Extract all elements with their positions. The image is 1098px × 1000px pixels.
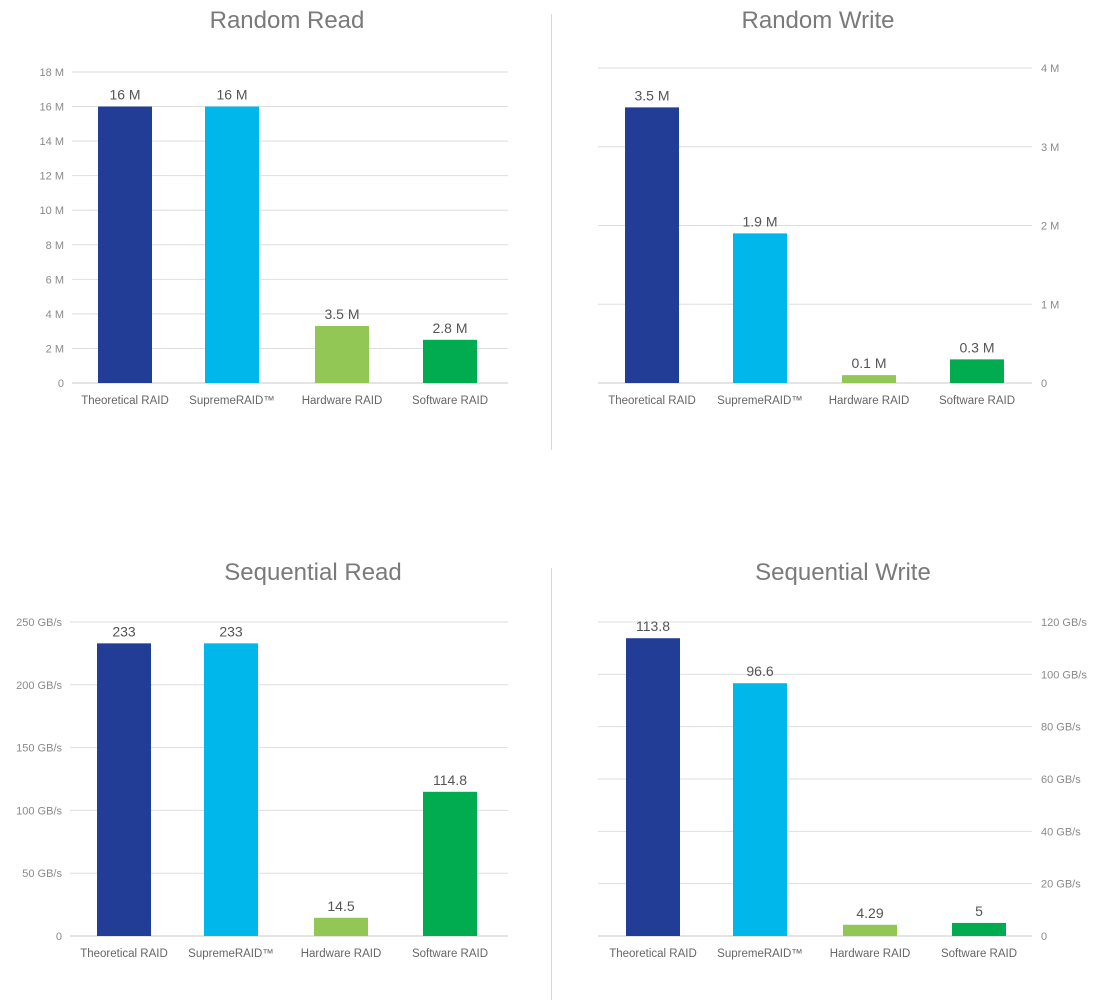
sequential-write-bar-3	[843, 924, 897, 936]
sequential-write-tick-label: 40 GB/s	[1041, 826, 1081, 838]
sequential-read-bar-3	[314, 917, 368, 936]
random-read-data-label: 16 M	[109, 87, 140, 103]
random-read-tick-label: 14 M	[40, 136, 64, 148]
sequential-read-tick-label: 0	[56, 931, 62, 943]
sequential-read-data-label: 233	[219, 623, 243, 639]
sequential-write-bar-2	[733, 683, 787, 936]
sequential-read-bar-2	[204, 643, 258, 936]
random-write-category-label: SupremeRAID™	[717, 395, 803, 407]
sequential-write-data-label: 4.29	[856, 905, 883, 921]
sequential-read-category-label: SupremeRAID™	[188, 948, 274, 960]
random-read-category-label: Theoretical RAID	[81, 395, 169, 407]
random-write-bar-2	[733, 233, 787, 383]
random-read-tick-label: 4 M	[46, 309, 64, 321]
random-write-data-label: 0.3 M	[959, 339, 994, 355]
sequential-read-data-label: 14.5	[327, 898, 354, 914]
random-read-tick-label: 12 M	[40, 171, 64, 183]
random-read-data-label: 2.8 M	[432, 320, 467, 336]
random-write-category-label: Hardware RAID	[829, 395, 910, 407]
random-write-tick-label: 4 M	[1041, 63, 1059, 75]
sequential-write-category-label: Hardware RAID	[830, 948, 911, 960]
sequential-write-tick-label: 120 GB/s	[1041, 617, 1087, 629]
sequential-read-tick-label: 250 GB/s	[16, 617, 62, 629]
random-read-tick-label: 0	[58, 378, 64, 390]
random-write-title: Random Write	[742, 7, 895, 34]
random-read-category-label: Hardware RAID	[302, 395, 383, 407]
random-read-title: Random Read	[210, 7, 365, 34]
sequential-write-category-label: Theoretical RAID	[609, 948, 697, 960]
sequential-write-tick-label: 0	[1041, 931, 1047, 943]
sequential-read-tick-label: 100 GB/s	[16, 805, 62, 817]
random-read-bar-4	[423, 339, 477, 383]
random-write-category-label: Theoretical RAID	[608, 395, 696, 407]
random-read-tick-label: 10 M	[40, 205, 64, 217]
sequential-read-tick-label: 150 GB/s	[16, 743, 62, 755]
sequential-read-data-label: 114.8	[433, 772, 467, 788]
random-write-bar-3	[842, 375, 896, 383]
random-write-tick-label: 2 M	[1041, 221, 1059, 233]
random-read-data-label: 16 M	[216, 87, 247, 103]
sequential-read-data-label: 233	[112, 623, 136, 639]
vertical-divider-top	[551, 14, 552, 450]
random-read-category-label: SupremeRAID™	[189, 395, 275, 407]
sequential-read-title: Sequential Read	[224, 559, 401, 586]
random-write-tick-label: 1 M	[1041, 299, 1059, 311]
random-write-category-label: Software RAID	[939, 395, 1015, 407]
random-read-bar-2	[205, 106, 259, 384]
sequential-write-category-label: Software RAID	[941, 948, 1017, 960]
sequential-write-data-label: 96.6	[746, 663, 773, 679]
sequential-write-data-label: 113.8	[636, 618, 670, 634]
sequential-read-bar-1	[97, 643, 151, 936]
random-write-tick-label: 3 M	[1041, 142, 1059, 154]
sequential-write-tick-label: 80 GB/s	[1041, 722, 1081, 734]
random-read-bar-1	[98, 106, 152, 384]
sequential-write-tick-label: 60 GB/s	[1041, 774, 1081, 786]
sequential-read-tick-label: 50 GB/s	[22, 868, 62, 880]
random-read-category-label: Software RAID	[412, 395, 488, 407]
random-write-tick-label: 0	[1041, 378, 1047, 390]
random-read-bar-3	[315, 325, 369, 383]
sequential-read-category-label: Theoretical RAID	[80, 948, 168, 960]
random-read-tick-label: 6 M	[46, 274, 64, 286]
sequential-write-data-label: 5	[975, 903, 983, 919]
random-read-tick-label: 18 M	[40, 67, 64, 79]
random-write-data-label: 1.9 M	[742, 213, 777, 229]
sequential-read-category-label: Hardware RAID	[301, 948, 382, 960]
random-read-tick-label: 2 M	[46, 343, 64, 355]
sequential-write-tick-label: 100 GB/s	[1041, 669, 1087, 681]
random-write-data-label: 0.1 M	[851, 355, 886, 371]
random-read-data-label: 3.5 M	[324, 306, 359, 322]
sequential-write-bar-4	[952, 922, 1006, 936]
random-read-tick-label: 16 M	[40, 102, 64, 114]
sequential-write-category-label: SupremeRAID™	[717, 948, 803, 960]
random-read-tick-label: 8 M	[46, 240, 64, 252]
sequential-read-category-label: Software RAID	[412, 948, 488, 960]
random-write-bar-1	[625, 107, 679, 383]
sequential-write-bar-1	[626, 638, 680, 936]
vertical-divider-bottom	[551, 568, 552, 1000]
sequential-write-title: Sequential Write	[755, 559, 931, 586]
sequential-read-tick-label: 200 GB/s	[16, 680, 62, 692]
random-write-data-label: 3.5 M	[634, 87, 669, 103]
sequential-write-tick-label: 20 GB/s	[1041, 879, 1081, 891]
sequential-read-bar-4	[423, 791, 477, 936]
random-write-bar-4	[950, 359, 1004, 383]
